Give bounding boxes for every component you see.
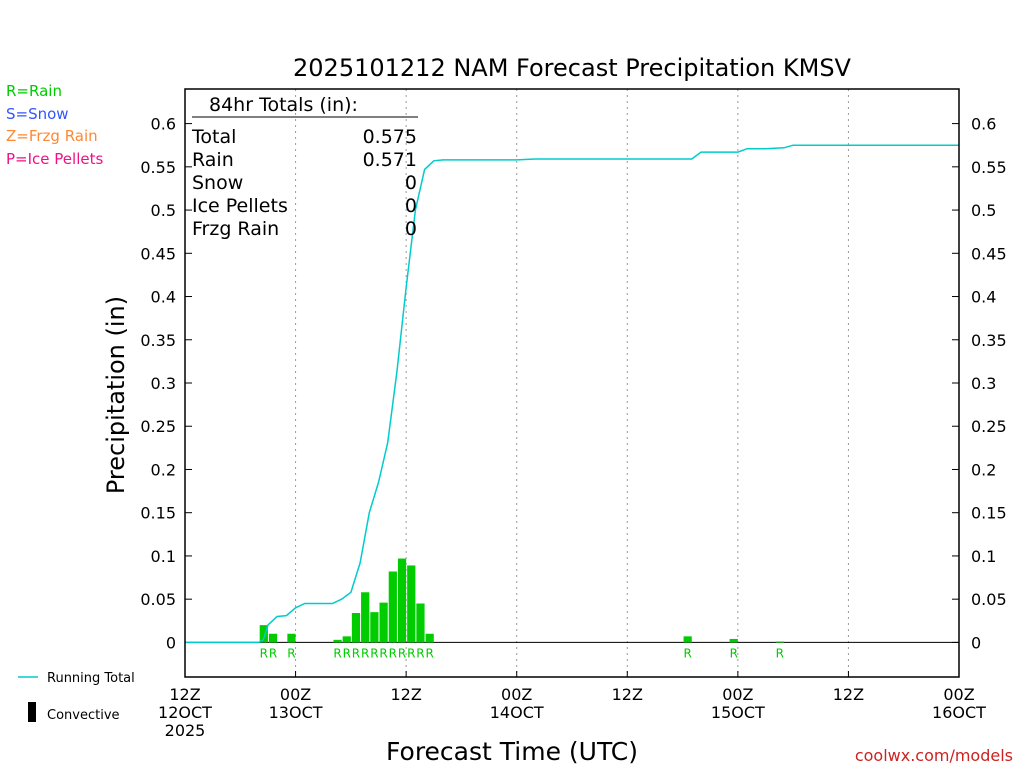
precip-bar <box>425 633 434 643</box>
precip-bar <box>287 633 296 643</box>
legend-convective-swatch <box>28 702 36 722</box>
y-tick-label-right: 0.55 <box>971 158 1007 177</box>
precip-type-label: R <box>407 646 415 660</box>
legend-convective-label: Convective <box>47 708 120 723</box>
y-tick-label-right: 0.5 <box>971 201 996 220</box>
y-tick-label-right: 0.3 <box>971 374 996 393</box>
legend-freezing-rain: Z=Frzg Rain <box>6 127 98 145</box>
legend-ice-pellets: P=Ice Pellets <box>6 150 104 168</box>
precip-bar <box>268 633 278 643</box>
running-total-line <box>185 144 959 644</box>
x-tick-label: 00Z <box>501 685 532 704</box>
y-tick-label-right: 0.05 <box>971 590 1007 609</box>
precip-type-label: R <box>260 646 268 660</box>
precip-type-label: R <box>287 646 295 660</box>
totals-value: 0 <box>405 218 417 240</box>
precip-bar <box>379 602 388 643</box>
y-tick-label-right: 0.25 <box>971 417 1007 436</box>
x-tick-label: 12Z <box>612 685 643 704</box>
y-tick-label-left: 0.55 <box>140 158 176 177</box>
precip-type-label: R <box>398 646 406 660</box>
precip-type-label: R <box>684 646 692 660</box>
x-tick-label: 2025 <box>165 721 206 740</box>
precip-type-label: R <box>416 646 424 660</box>
y-tick-label-right: 0.6 <box>971 115 996 134</box>
precip-type-label: R <box>352 646 360 660</box>
x-axis-label: Forecast Time (UTC) <box>386 737 638 766</box>
y-tick-label-left: 0.1 <box>151 547 176 566</box>
x-tick-label: 12Z <box>169 685 200 704</box>
precip-type-label: R <box>333 646 341 660</box>
totals-label: Snow <box>192 172 243 194</box>
precip-bar <box>397 558 407 643</box>
x-tick-label: 00Z <box>722 685 753 704</box>
x-tick-label: 12Z <box>833 685 864 704</box>
totals-value: 0.571 <box>363 149 417 171</box>
precip-type-label: R <box>389 646 397 660</box>
x-tick-label: 14OCT <box>490 703 544 722</box>
y-tick-label-left: 0.15 <box>140 504 176 523</box>
y-tick-label-left: 0.25 <box>140 417 176 436</box>
y-tick-label-right: 0.35 <box>971 331 1007 350</box>
precip-bar <box>729 638 738 643</box>
y-tick-label-left: 0.6 <box>151 115 176 134</box>
totals-label: Rain <box>192 149 234 171</box>
precip-bar <box>361 592 370 643</box>
y-tick-label-right: 0.4 <box>971 288 996 307</box>
y-tick-label-left: 0.4 <box>151 288 176 307</box>
y-tick-label-right: 0 <box>971 633 981 652</box>
precip-bar <box>351 613 361 643</box>
y-tick-label-left: 0.5 <box>151 201 176 220</box>
precip-type-label: R <box>426 646 434 660</box>
y-tick-label-left: 0.05 <box>140 590 176 609</box>
precip-bar <box>775 641 784 643</box>
precip-bar <box>259 625 268 643</box>
x-tick-label: 15OCT <box>711 703 765 722</box>
legend-snow: S=Snow <box>6 105 69 123</box>
precip-type-label: R <box>379 646 387 660</box>
precip-type-label: R <box>343 646 351 660</box>
chart-title: 2025101212 NAM Forecast Precipitation KM… <box>293 54 852 82</box>
x-tick-label: 00Z <box>943 685 974 704</box>
y-tick-label-left: 0.2 <box>151 460 176 479</box>
y-tick-label-left: 0.35 <box>140 331 176 350</box>
totals-value: 0.575 <box>363 126 417 148</box>
precip-bar <box>333 639 342 643</box>
x-tick-label: 12OCT <box>158 703 212 722</box>
x-tick-label: 13OCT <box>269 703 323 722</box>
y-tick-label-left: 0.45 <box>140 244 176 263</box>
totals-header: 84hr Totals (in): <box>209 94 358 116</box>
y-tick-label-right: 0.1 <box>971 547 996 566</box>
totals-label: Frzg Rain <box>192 218 279 240</box>
precip-bar <box>407 565 416 643</box>
precip-type-label: R <box>370 646 378 660</box>
precip-type-label: R <box>269 646 277 660</box>
precip-bar <box>388 571 397 643</box>
x-tick-label: 00Z <box>280 685 311 704</box>
x-tick-label: 16OCT <box>932 703 986 722</box>
precip-bar <box>370 612 379 643</box>
totals-value: 0 <box>405 172 417 194</box>
y-tick-label-left: 0 <box>166 633 176 652</box>
y-tick-label-right: 0.2 <box>971 460 996 479</box>
credit-text: coolwx.com/models <box>855 746 1013 765</box>
precip-type-label: R <box>361 646 369 660</box>
y-tick-label-right: 0.45 <box>971 244 1007 263</box>
y-tick-label-right: 0.15 <box>971 504 1007 523</box>
precip-type-label: R <box>730 646 738 660</box>
totals-label: Total <box>191 126 236 148</box>
precip-type-label: R <box>776 646 784 660</box>
totals-value: 0 <box>405 195 417 217</box>
x-tick-label: 12Z <box>390 685 421 704</box>
legend-running-total-label: Running Total <box>47 671 135 686</box>
legend-rain: R=Rain <box>6 82 62 100</box>
y-tick-label-left: 0.3 <box>151 374 176 393</box>
precip-bar <box>416 603 425 643</box>
y-axis-label: Precipitation (in) <box>102 296 130 494</box>
precip-bar <box>683 636 692 643</box>
precip-bar <box>342 636 351 643</box>
totals-label: Ice Pellets <box>192 195 288 217</box>
plot-frame <box>184 88 960 678</box>
